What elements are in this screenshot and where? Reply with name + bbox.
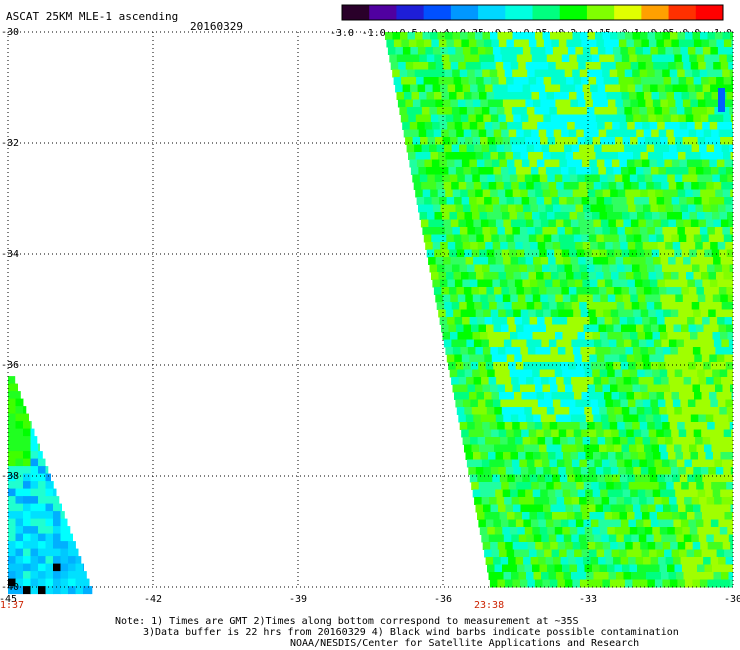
lat-tick-label: -30 xyxy=(1,27,19,38)
lon-tick-label: -33 xyxy=(579,594,597,605)
lat-tick-label: -38 xyxy=(1,471,19,482)
note-line-1: Note: 1) Times are GMT 2)Times along bot… xyxy=(115,616,579,627)
map-title: ASCAT 25KM MLE-1 ascending xyxy=(6,10,179,23)
colorbar-swatch xyxy=(505,5,533,20)
colorbar-swatch xyxy=(369,5,397,20)
lat-tick-label: -34 xyxy=(1,249,19,260)
edge-pixel xyxy=(718,88,725,112)
grid xyxy=(7,31,734,588)
colorbar-swatch xyxy=(532,5,561,20)
colorbar-swatch xyxy=(695,5,724,20)
lon-tick-label: -45 xyxy=(0,594,17,605)
lat-tick-label: -32 xyxy=(1,138,19,149)
colorbar-swatch xyxy=(668,5,697,20)
note-line-2: 3)Data buffer is 22 hrs from 20160329 4)… xyxy=(143,627,679,638)
lat-tick-label: -36 xyxy=(1,360,19,371)
lon-tick-label: -42 xyxy=(144,594,162,605)
colorbar-swatch xyxy=(396,5,425,20)
colorbar-frame xyxy=(341,4,724,21)
colorbar-swatch xyxy=(586,5,615,20)
colorbar-swatch xyxy=(423,5,452,20)
note-line-3: NOAA/NESDIS/Center for Satellite Applica… xyxy=(290,638,640,649)
time-label-right: 23:38 xyxy=(474,600,505,611)
colorbar-swatch xyxy=(559,5,588,20)
lat-tick-label: -40 xyxy=(1,582,19,593)
map-date: 20160329 xyxy=(190,20,243,33)
colorbar-swatch xyxy=(478,5,506,20)
lon-tick-label: -39 xyxy=(289,594,307,605)
colorbar-swatch xyxy=(614,5,642,20)
colorbar-swatch xyxy=(450,5,479,20)
colorbar-swatch xyxy=(641,5,670,20)
swath-data xyxy=(8,32,733,595)
lon-tick-label: -30 xyxy=(724,594,740,605)
time-label-left: 1:37 xyxy=(0,600,25,611)
lon-tick-label: -36 xyxy=(434,594,452,605)
colorbar-swatch xyxy=(342,5,370,20)
colorbar-tick-label: -3.0 xyxy=(330,28,354,39)
colorbar-tick-label: -1.0 xyxy=(362,28,386,39)
